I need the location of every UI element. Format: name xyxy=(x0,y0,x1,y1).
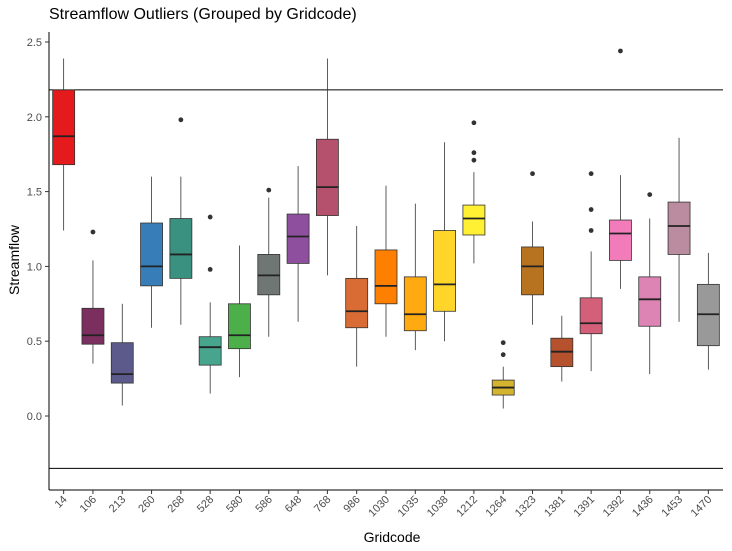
outlier-point xyxy=(471,120,477,126)
x-tick-label: 1392 xyxy=(601,494,627,520)
outlier-point xyxy=(588,207,594,212)
outlier-point xyxy=(500,340,506,346)
x-tick-label: 1212 xyxy=(454,494,480,520)
x-tick-label: 260 xyxy=(136,494,157,515)
box-260 xyxy=(140,222,163,287)
x-tick-label: 580 xyxy=(224,494,245,515)
x-tick-label: 648 xyxy=(283,494,304,515)
outlier-point xyxy=(500,352,506,358)
x-tick-label: 1264 xyxy=(484,494,510,520)
x-tick-label: 1436 xyxy=(630,494,656,520)
box-1436 xyxy=(638,276,662,327)
y-tick-label: 0.5 xyxy=(27,336,42,348)
y-tick-label: 0.0 xyxy=(27,411,42,423)
x-tick-label: 1035 xyxy=(396,494,422,520)
x-tick-label: 268 xyxy=(166,494,187,515)
x-tick-label: 586 xyxy=(253,494,274,515)
outlier-point xyxy=(530,171,535,177)
outlier-point xyxy=(588,228,594,233)
box-268 xyxy=(169,218,193,279)
x-tick-label: 213 xyxy=(107,494,128,515)
x-tick-label: 1470 xyxy=(689,494,715,520)
plot-area: 0.0 0.5 1.0 1.5 2.0 2.5 14 106 213 260 268 528 580 58… xyxy=(27,32,723,519)
box-1392 xyxy=(609,219,632,261)
y-axis-title: Streamflow xyxy=(6,224,22,295)
outlier-point xyxy=(588,171,594,177)
box-1212 xyxy=(462,204,486,236)
box-986 xyxy=(345,277,369,329)
y-tick-label: 1.5 xyxy=(27,187,42,199)
box-106 xyxy=(81,307,105,345)
x-tick-label: 1391 xyxy=(571,494,597,520)
box-213 xyxy=(110,342,134,384)
x-tick-label: 1453 xyxy=(659,494,685,520)
box-1038 xyxy=(433,230,457,312)
x-tick-label: 1038 xyxy=(425,494,451,520)
outlier-point xyxy=(266,187,272,193)
y-tick-label: 2.0 xyxy=(27,112,42,124)
box-1035 xyxy=(403,276,427,332)
box-768 xyxy=(315,138,339,216)
box-1391 xyxy=(579,297,603,335)
outlier-point xyxy=(647,192,653,197)
box-14 xyxy=(52,89,76,166)
x-tick-label: 1381 xyxy=(542,494,568,520)
box-1030 xyxy=(374,249,398,305)
y-tick-label: 1.0 xyxy=(27,261,42,273)
box-1453 xyxy=(667,201,691,255)
outlier-point xyxy=(178,117,184,123)
box-1323 xyxy=(521,246,544,296)
outlier-point xyxy=(471,157,477,163)
box-648 xyxy=(286,213,310,264)
y-tick-label: 2.5 xyxy=(27,37,42,49)
x-tick-label: 1323 xyxy=(513,494,539,520)
outlier-point xyxy=(618,48,623,54)
outlier-point xyxy=(471,150,477,156)
x-tick-label: 528 xyxy=(195,494,216,515)
x-tick-label: 14 xyxy=(53,494,70,511)
box-528 xyxy=(198,336,222,366)
x-tick-label: 986 xyxy=(341,494,362,515)
x-tick-label: 106 xyxy=(78,494,99,515)
chart-title: Streamflow Outliers (Grouped by Gridcode… xyxy=(49,6,357,23)
x-tick-label: 1030 xyxy=(366,494,392,520)
x-tick-label: 768 xyxy=(312,494,333,515)
box-580 xyxy=(228,303,251,350)
outlier-point xyxy=(90,229,96,235)
x-axis-title: Gridcode xyxy=(364,529,421,545)
outlier-point xyxy=(207,214,213,220)
outlier-point xyxy=(207,266,213,272)
